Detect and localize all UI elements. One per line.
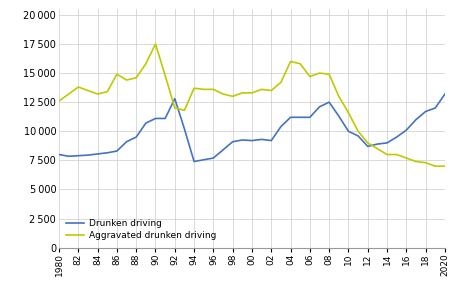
Aggravated drunken driving bbox=[211, 88, 216, 91]
Drunken driving bbox=[201, 158, 207, 162]
Aggravated drunken driving bbox=[124, 78, 129, 82]
Aggravated drunken driving bbox=[336, 95, 341, 98]
Drunken driving bbox=[345, 130, 351, 133]
Aggravated drunken driving bbox=[288, 59, 293, 63]
Drunken driving bbox=[85, 153, 91, 157]
Drunken driving bbox=[413, 118, 419, 121]
Drunken driving bbox=[133, 135, 139, 139]
Aggravated drunken driving bbox=[104, 90, 110, 94]
Drunken driving bbox=[172, 97, 178, 101]
Drunken driving bbox=[66, 154, 71, 158]
Aggravated drunken driving bbox=[240, 91, 245, 95]
Drunken driving bbox=[220, 148, 226, 152]
Drunken driving bbox=[384, 141, 390, 145]
Drunken driving bbox=[297, 115, 303, 119]
Aggravated drunken driving bbox=[114, 72, 119, 76]
Aggravated drunken driving bbox=[220, 92, 226, 96]
Aggravated drunken driving bbox=[85, 89, 91, 92]
Drunken driving bbox=[114, 149, 119, 153]
Drunken driving bbox=[75, 154, 81, 158]
Aggravated drunken driving bbox=[268, 89, 274, 92]
Drunken driving bbox=[375, 142, 380, 146]
Drunken driving bbox=[230, 140, 235, 143]
Aggravated drunken driving bbox=[365, 141, 370, 145]
Drunken driving bbox=[153, 117, 158, 120]
Drunken driving bbox=[442, 92, 448, 96]
Drunken driving bbox=[182, 127, 187, 131]
Drunken driving bbox=[56, 153, 62, 156]
Aggravated drunken driving bbox=[230, 95, 235, 98]
Drunken driving bbox=[259, 138, 264, 141]
Aggravated drunken driving bbox=[404, 156, 409, 160]
Aggravated drunken driving bbox=[355, 130, 361, 133]
Aggravated drunken driving bbox=[95, 92, 100, 96]
Aggravated drunken driving bbox=[259, 88, 264, 91]
Aggravated drunken driving bbox=[345, 111, 351, 114]
Aggravated drunken driving bbox=[394, 153, 400, 156]
Line: Drunken driving: Drunken driving bbox=[59, 94, 445, 162]
Aggravated drunken driving bbox=[317, 71, 322, 75]
Aggravated drunken driving bbox=[75, 85, 81, 89]
Drunken driving bbox=[355, 134, 361, 138]
Aggravated drunken driving bbox=[143, 62, 148, 66]
Aggravated drunken driving bbox=[133, 76, 139, 79]
Aggravated drunken driving bbox=[153, 42, 158, 46]
Drunken driving bbox=[288, 115, 293, 119]
Drunken driving bbox=[211, 156, 216, 160]
Aggravated drunken driving bbox=[182, 108, 187, 112]
Drunken driving bbox=[104, 151, 110, 155]
Drunken driving bbox=[423, 110, 429, 113]
Drunken driving bbox=[95, 152, 100, 156]
Aggravated drunken driving bbox=[442, 164, 448, 168]
Drunken driving bbox=[317, 105, 322, 109]
Drunken driving bbox=[365, 145, 370, 148]
Drunken driving bbox=[404, 128, 409, 132]
Aggravated drunken driving bbox=[249, 91, 255, 95]
Legend: Drunken driving, Aggravated drunken driving: Drunken driving, Aggravated drunken driv… bbox=[64, 216, 219, 243]
Drunken driving bbox=[143, 121, 148, 125]
Drunken driving bbox=[326, 100, 332, 104]
Drunken driving bbox=[191, 160, 197, 163]
Aggravated drunken driving bbox=[172, 106, 178, 110]
Drunken driving bbox=[433, 106, 438, 110]
Aggravated drunken driving bbox=[423, 161, 429, 165]
Aggravated drunken driving bbox=[278, 81, 284, 84]
Aggravated drunken driving bbox=[297, 62, 303, 66]
Drunken driving bbox=[240, 138, 245, 142]
Aggravated drunken driving bbox=[384, 153, 390, 156]
Drunken driving bbox=[163, 117, 168, 120]
Aggravated drunken driving bbox=[56, 99, 62, 103]
Aggravated drunken driving bbox=[163, 74, 168, 77]
Aggravated drunken driving bbox=[326, 72, 332, 76]
Drunken driving bbox=[249, 139, 255, 142]
Drunken driving bbox=[124, 140, 129, 143]
Drunken driving bbox=[268, 139, 274, 142]
Aggravated drunken driving bbox=[66, 92, 71, 96]
Drunken driving bbox=[394, 135, 400, 139]
Aggravated drunken driving bbox=[413, 160, 419, 163]
Drunken driving bbox=[336, 114, 341, 118]
Drunken driving bbox=[307, 115, 312, 119]
Drunken driving bbox=[278, 125, 284, 128]
Aggravated drunken driving bbox=[433, 164, 438, 168]
Aggravated drunken driving bbox=[307, 75, 312, 79]
Line: Aggravated drunken driving: Aggravated drunken driving bbox=[59, 44, 445, 166]
Aggravated drunken driving bbox=[375, 147, 380, 150]
Aggravated drunken driving bbox=[201, 88, 207, 91]
Aggravated drunken driving bbox=[191, 86, 197, 90]
